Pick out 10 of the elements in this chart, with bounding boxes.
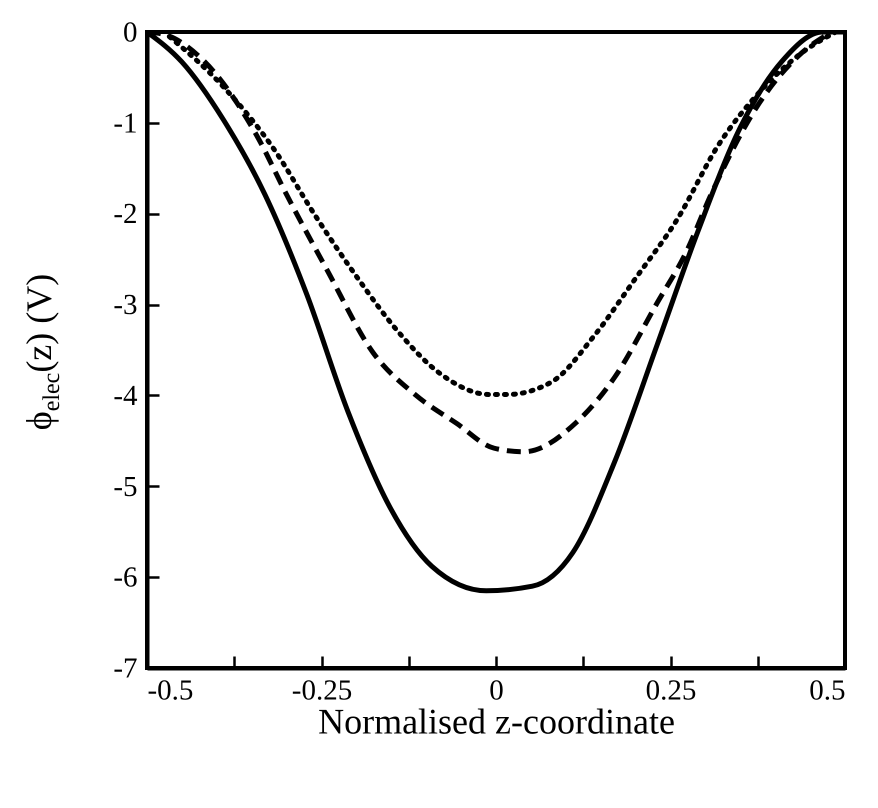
y-tick-label: -2 <box>113 198 138 230</box>
y-tick-label: 0 <box>123 16 138 48</box>
y-tick-label: -6 <box>113 562 138 594</box>
y-tick-label: -4 <box>113 380 138 412</box>
x-tick-label: -0.5 <box>148 674 194 706</box>
x-tick-label: 0.5 <box>809 674 846 706</box>
y-tick-label: -1 <box>113 107 138 140</box>
y-tick-label: -7 <box>113 652 138 684</box>
y-tick-label: -5 <box>113 470 138 503</box>
y-tick-label: -3 <box>113 289 138 322</box>
